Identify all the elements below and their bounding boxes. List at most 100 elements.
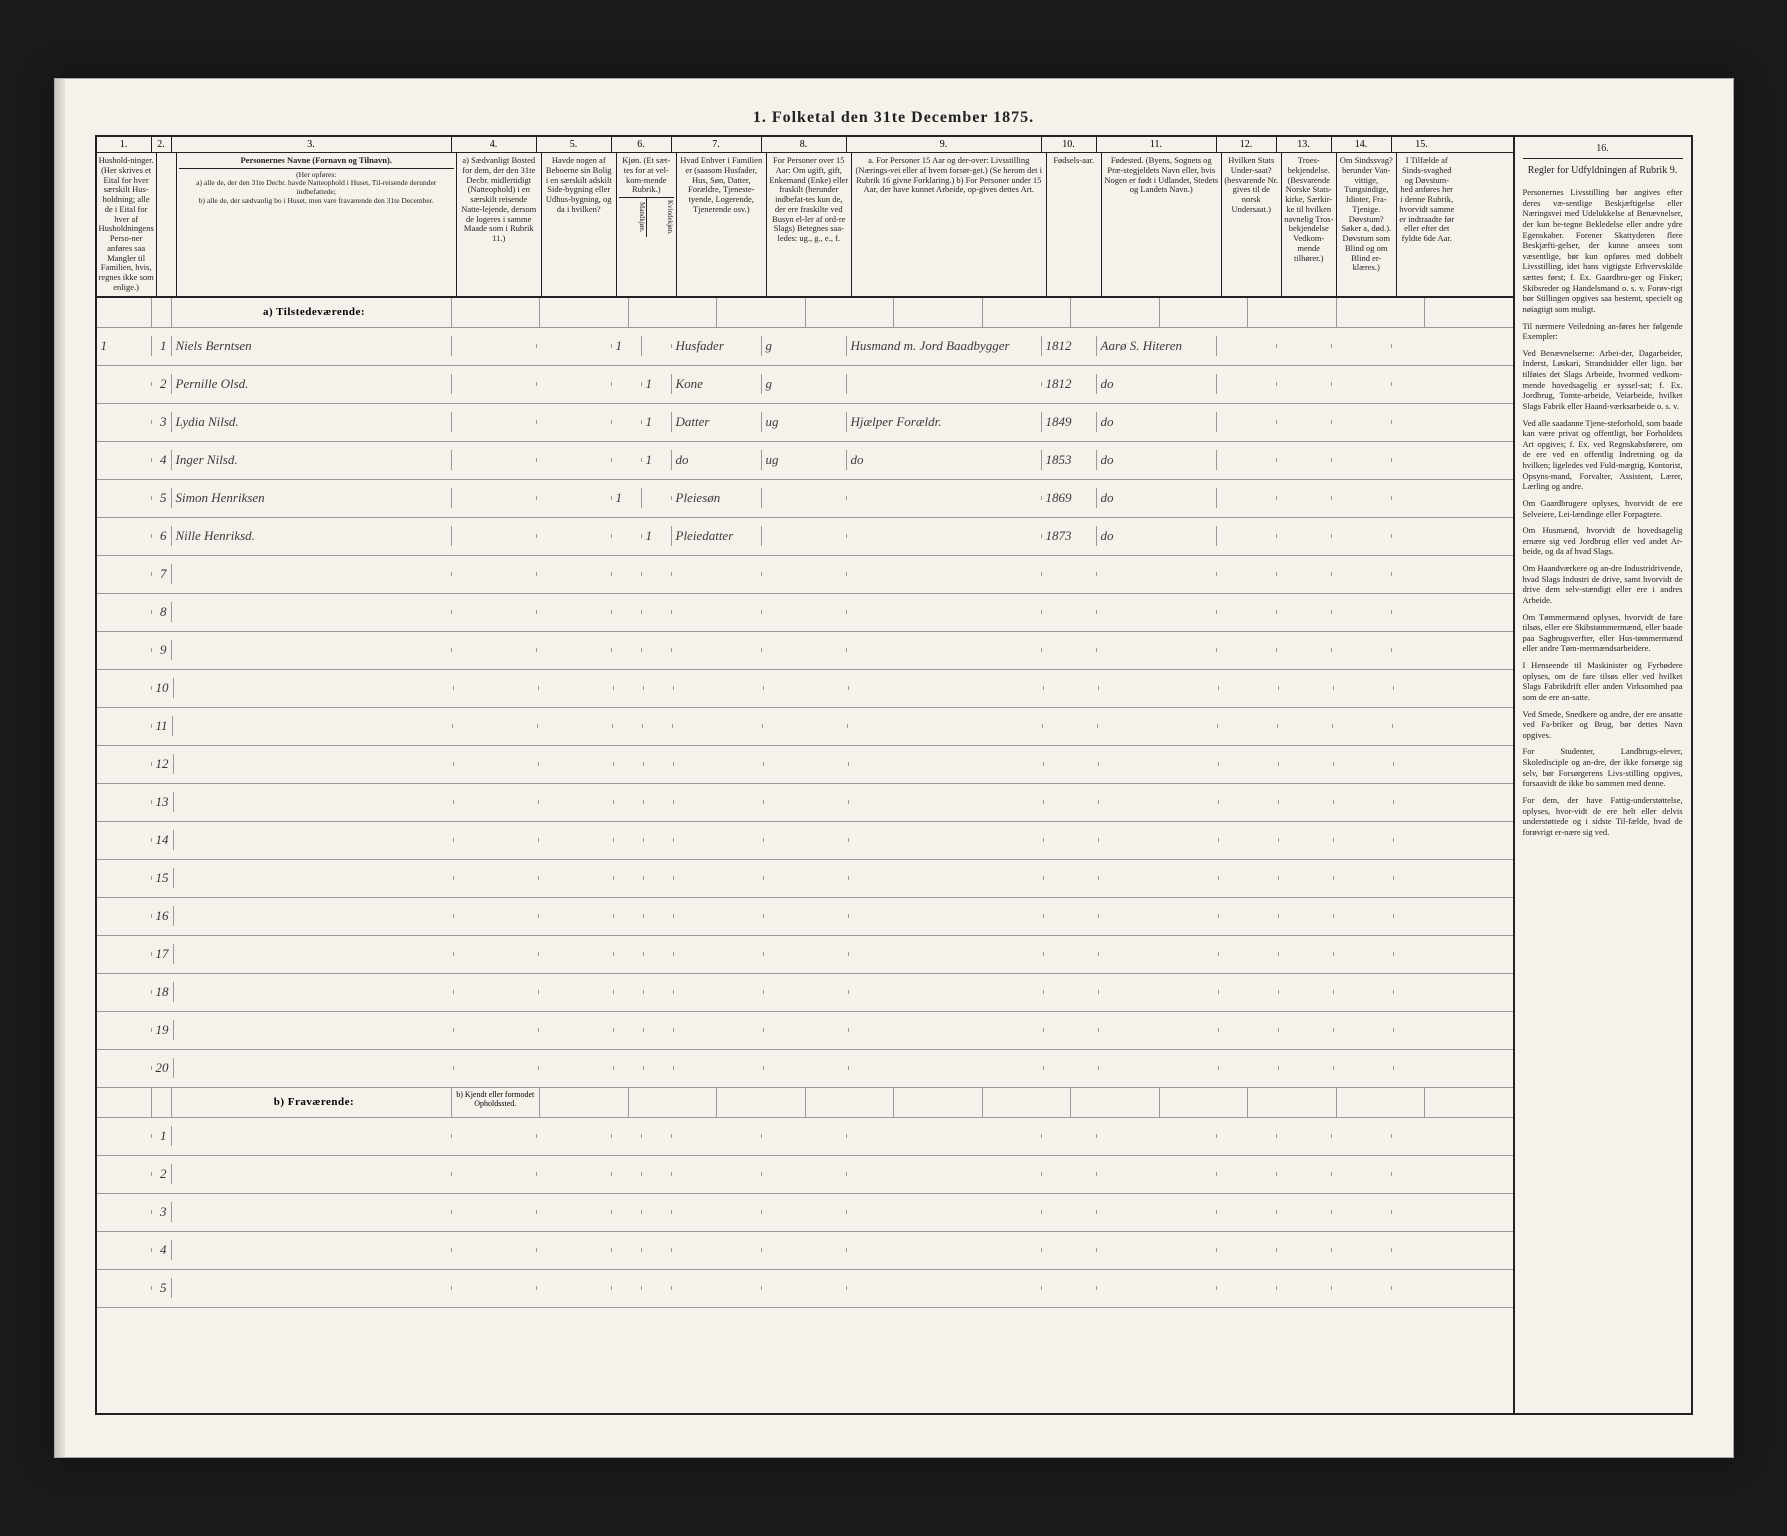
- colnum-16: 16.: [1523, 143, 1683, 159]
- cell-usual-residence: [452, 534, 537, 538]
- cell-rownum: 1: [152, 336, 172, 356]
- cell-empty: [1392, 1248, 1452, 1252]
- cell-birthyear: 1849: [1042, 412, 1097, 432]
- cell-empty: [1394, 914, 1454, 918]
- cell-disability: [1332, 496, 1392, 500]
- cell-empty: [172, 1248, 452, 1252]
- cell-empty: [538, 724, 613, 728]
- cell-usual-residence: [452, 382, 537, 386]
- cell-civil: g: [762, 336, 847, 356]
- cell-empty: [1098, 724, 1218, 728]
- cell-empty: [1277, 1210, 1332, 1214]
- cell-empty: [1277, 1134, 1332, 1138]
- cell-nationality: [1217, 382, 1277, 386]
- cell-empty: [174, 800, 454, 804]
- cell-empty: [1099, 1066, 1219, 1070]
- cell-empty: [1392, 1210, 1452, 1214]
- cell-usual-residence: [452, 496, 537, 500]
- table-row-empty: 9: [97, 632, 1513, 670]
- cell-occupation: Hjælper Forældr.: [847, 412, 1042, 432]
- section-b-label: b) Fraværende:: [172, 1088, 452, 1117]
- cell-empty: [1044, 952, 1099, 956]
- cell-empty: [1097, 648, 1217, 652]
- cell-empty: [454, 990, 539, 994]
- cell-nationality: [1217, 496, 1277, 500]
- cell-empty: [612, 1172, 642, 1176]
- cell-empty: [674, 1066, 764, 1070]
- cell-name: Nille Henriksd.: [172, 526, 452, 546]
- cell-empty: [1217, 572, 1277, 576]
- cell-empty: [539, 990, 614, 994]
- cell-empty: [1392, 1286, 1452, 1290]
- cell-empty: [97, 724, 152, 728]
- cell-empty: [97, 952, 152, 956]
- cell-empty: [1332, 572, 1392, 576]
- cell-faith: [1277, 420, 1332, 424]
- cell-empty: [537, 572, 612, 576]
- table-row-empty: 2: [97, 1156, 1513, 1194]
- cell-birthplace: do: [1097, 412, 1217, 432]
- cell-birthyear: 1812: [1042, 336, 1097, 356]
- cell-empty: [674, 914, 764, 918]
- cell-disability-age: [1392, 420, 1452, 424]
- cell-empty: [1219, 686, 1279, 690]
- head-10: Fødsels-aar.: [1047, 153, 1102, 296]
- colnum-1: 1.: [97, 137, 152, 152]
- cell-empty: [97, 990, 152, 994]
- cell-empty: [849, 952, 1044, 956]
- cell-birthplace: do: [1097, 374, 1217, 394]
- cell-male: [612, 420, 642, 424]
- head-12: Hvilken Stats Under-saat? (besvarende Nr…: [1222, 153, 1282, 296]
- cell-empty: [452, 610, 537, 614]
- cell-birthyear: 1812: [1042, 374, 1097, 394]
- table-row: 2Pernille Olsd.1Koneg1812do: [97, 366, 1513, 404]
- cell-usual-residence: [452, 344, 537, 348]
- cell-relation: Pleiesøn: [672, 488, 762, 508]
- cell-empty: [644, 1066, 674, 1070]
- cell-empty: [672, 572, 762, 576]
- cell-empty: [454, 876, 539, 880]
- cell-empty: [1042, 648, 1097, 652]
- cell-disability: [1332, 420, 1392, 424]
- cell-disability-age: [1392, 458, 1452, 462]
- cell-empty: [847, 1134, 1042, 1138]
- cell-empty: [1042, 572, 1097, 576]
- cell-empty: [1219, 914, 1279, 918]
- cell-empty: [1099, 952, 1219, 956]
- cell-rownum: 3: [152, 1202, 172, 1222]
- cell-empty: [614, 914, 644, 918]
- cell-name: Inger Nilsd.: [172, 450, 452, 470]
- cell-empty: [97, 914, 152, 918]
- table-row-empty: 12: [97, 746, 1513, 784]
- head-13: Troes-bekjendelse. (Besvarende Norske St…: [1282, 153, 1337, 296]
- cell-hh: [97, 382, 152, 386]
- cell-rownum: 9: [152, 640, 172, 660]
- cell-empty: [97, 1172, 152, 1176]
- cell-outbuilding: [537, 344, 612, 348]
- cell-empty: [1332, 1286, 1392, 1290]
- section-b-row: b) Fraværende: b) Kjendt eller formodet …: [97, 1088, 1513, 1118]
- cell-rownum: 13: [152, 792, 174, 812]
- cell-empty: [1334, 990, 1394, 994]
- cell-rownum: 6: [152, 526, 172, 546]
- form-wrapper: 1. 2. 3. 4. 5. 6. 7. 8. 9. 10. 11. 12. 1…: [95, 135, 1693, 1415]
- rules-p7: Om Haandværkere og an-dre Industridriven…: [1523, 563, 1683, 606]
- cell-empty: [614, 800, 644, 804]
- cell-empty: [1279, 800, 1334, 804]
- cell-name: Simon Henriksen: [172, 488, 452, 508]
- cell-empty: [537, 1210, 612, 1214]
- colnum-10: 10.: [1042, 137, 1097, 152]
- cell-empty: [673, 724, 763, 728]
- colnum-7: 7.: [672, 137, 762, 152]
- cell-empty: [1042, 610, 1097, 614]
- cell-empty: [1099, 914, 1219, 918]
- cell-empty: [1332, 1172, 1392, 1176]
- cell-empty: [1394, 1066, 1454, 1070]
- cell-empty: [1099, 838, 1219, 842]
- cell-empty: [642, 610, 672, 614]
- cell-empty: [1044, 762, 1099, 766]
- cell-empty: [849, 800, 1044, 804]
- cell-name: Pernille Olsd.: [172, 374, 452, 394]
- cell-empty: [1097, 1210, 1217, 1214]
- cell-outbuilding: [537, 420, 612, 424]
